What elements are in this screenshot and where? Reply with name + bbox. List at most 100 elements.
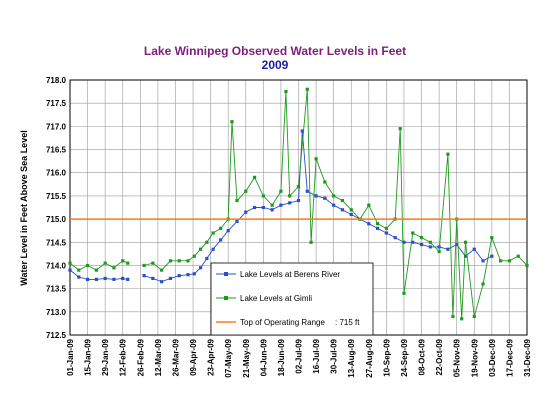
- data-point: [288, 201, 292, 205]
- x-tick-label: 01-Jan-09: [66, 338, 75, 375]
- data-point: [481, 282, 485, 286]
- x-tick-label: 29-Jan-09: [101, 338, 110, 375]
- x-tick-label: 05-Nov-09: [453, 338, 462, 377]
- x-tick-label: 21-May-09: [242, 338, 251, 377]
- data-point: [419, 236, 424, 240]
- data-point: [516, 254, 520, 258]
- data-point: [235, 219, 239, 224]
- x-tick-label: 31-Dec-09: [523, 338, 532, 376]
- data-point: [235, 198, 239, 203]
- data-point: [349, 208, 353, 212]
- data-point: [230, 120, 234, 124]
- chart-title: Lake Winnipeg Observed Water Levels in F…: [143, 44, 407, 58]
- data-point: [446, 247, 450, 251]
- data-point: [270, 203, 274, 207]
- data-point: [112, 277, 116, 281]
- data-point: [419, 242, 424, 247]
- data-point: [296, 198, 301, 203]
- legend-value-operating: : 715 ft: [335, 318, 360, 327]
- data-point: [446, 152, 450, 156]
- x-tick-label: 16-Jul-09: [312, 338, 321, 373]
- data-series: [68, 87, 529, 321]
- x-tick-label: 17-Dec-09: [505, 338, 514, 376]
- x-tick-label: 04-Jun-09: [259, 338, 268, 376]
- data-point: [126, 261, 130, 265]
- data-point: [384, 231, 388, 235]
- y-tick-label: 713.0: [46, 308, 67, 317]
- legend-marker-berens: [224, 272, 228, 276]
- x-tick-label: 24-Sep-09: [400, 338, 409, 376]
- x-tick-label: 18-Jun-09: [277, 338, 286, 376]
- series-line: [143, 130, 493, 283]
- data-point: [314, 194, 318, 198]
- legend-label-gimli: Lake Levels at Gimli: [240, 294, 312, 303]
- y-tick-label: 716.5: [46, 146, 67, 155]
- data-point: [305, 189, 309, 193]
- x-tick-label: 22-Oct-09: [435, 338, 444, 375]
- data-point: [103, 276, 107, 281]
- legend: Lake Levels at Berens River Lake Levels …: [210, 262, 374, 336]
- data-point: [121, 259, 125, 263]
- data-point: [205, 240, 209, 244]
- data-point: [332, 203, 336, 207]
- data-point: [463, 254, 468, 258]
- legend-box: [210, 262, 374, 336]
- data-point: [252, 175, 257, 179]
- data-point: [428, 245, 432, 249]
- data-point: [160, 280, 164, 284]
- y-axis-label: Water Level in Feet Above Sea Level: [19, 130, 29, 285]
- data-point: [198, 247, 203, 251]
- series-line: [143, 89, 528, 319]
- data-point: [94, 268, 98, 272]
- data-point: [411, 231, 415, 235]
- data-point: [340, 208, 345, 212]
- y-tick-label: 717.0: [46, 122, 67, 131]
- data-point: [252, 205, 257, 210]
- data-point: [411, 240, 415, 244]
- y-tick-label: 714.0: [46, 261, 67, 270]
- x-tick-label: 19-Nov-09: [470, 338, 479, 377]
- x-tick-label: 12-Feb-09: [119, 338, 128, 376]
- data-point: [112, 266, 116, 270]
- data-point: [367, 222, 371, 226]
- data-point: [428, 240, 432, 244]
- data-point: [507, 259, 512, 263]
- series-berens-river: [68, 129, 494, 284]
- data-point: [126, 277, 130, 281]
- data-point: [499, 259, 503, 263]
- y-tick-label: 715.5: [46, 192, 67, 201]
- series-gimli: [68, 87, 529, 321]
- data-point: [288, 194, 292, 198]
- data-point: [284, 89, 288, 94]
- x-tick-label: 30-Jul-09: [330, 338, 339, 373]
- data-point: [349, 212, 353, 217]
- data-point: [168, 259, 173, 263]
- x-tick-label: 23-Apr-09: [207, 338, 216, 375]
- data-point: [186, 273, 190, 277]
- data-point: [186, 259, 190, 263]
- data-point: [68, 268, 72, 272]
- data-point: [332, 194, 336, 198]
- data-point: [525, 263, 529, 268]
- data-point: [472, 247, 476, 251]
- y-tick-label: 716.0: [46, 169, 67, 178]
- data-point: [151, 276, 155, 281]
- data-point: [103, 261, 107, 265]
- data-point: [314, 157, 318, 161]
- data-point: [151, 261, 155, 265]
- chart-subtitle: 2009: [261, 58, 289, 72]
- data-point: [367, 203, 371, 207]
- data-point: [398, 127, 402, 131]
- data-point: [219, 238, 223, 242]
- data-point: [279, 189, 283, 193]
- data-point: [226, 229, 230, 233]
- data-point: [296, 185, 301, 189]
- data-point: [177, 259, 181, 263]
- data-point: [121, 276, 125, 281]
- chart-grid: [69, 79, 528, 336]
- data-point: [85, 277, 90, 281]
- data-point: [85, 263, 90, 268]
- y-tick-label: 714.5: [46, 238, 67, 247]
- x-tick-label: 03-Dec-09: [488, 338, 497, 376]
- y-tick-label: 717.5: [46, 99, 67, 108]
